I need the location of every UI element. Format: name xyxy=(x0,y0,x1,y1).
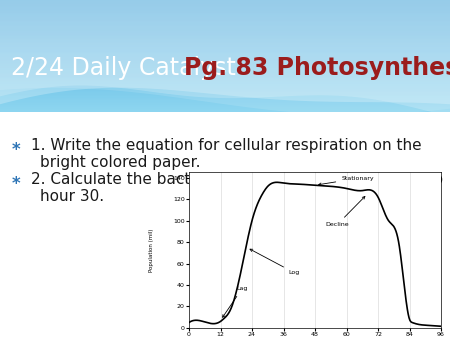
Text: Lag: Lag xyxy=(223,286,248,317)
Text: *: * xyxy=(11,175,20,193)
Text: 1. Write the equation for cellular respiration on the: 1. Write the equation for cellular respi… xyxy=(31,138,421,153)
Text: bright colored paper.: bright colored paper. xyxy=(40,155,201,170)
Text: Stationary: Stationary xyxy=(319,176,374,186)
Text: Decline: Decline xyxy=(325,196,365,227)
Text: 2. Calculate the bacterial growth rate from hour 18 to: 2. Calculate the bacterial growth rate f… xyxy=(31,172,443,187)
Text: 2/24 Daily Catalyst: 2/24 Daily Catalyst xyxy=(11,55,243,80)
Text: Log: Log xyxy=(250,249,300,275)
Y-axis label: Population (mil): Population (mil) xyxy=(148,228,154,272)
Text: Pg. 83 Photosynthesis: Pg. 83 Photosynthesis xyxy=(184,55,450,80)
Text: hour 30.: hour 30. xyxy=(40,189,104,204)
Text: *: * xyxy=(11,141,20,160)
